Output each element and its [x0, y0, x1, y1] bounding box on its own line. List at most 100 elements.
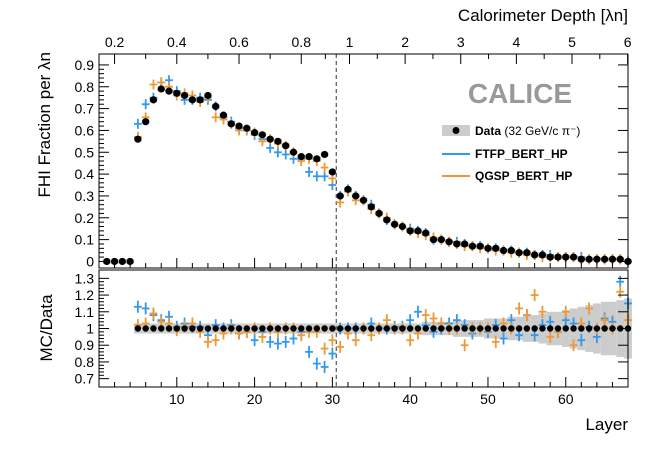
data-point [414, 227, 422, 235]
data-point [289, 148, 298, 156]
data-point [173, 89, 181, 97]
ratio-panel: 0.70.80.911.11.21.3 10 20 30 40 50 60 MC/Data… [37, 258, 632, 434]
ratio-data-point [539, 325, 546, 332]
data-point [204, 91, 212, 100]
top-tick-label: 6 [624, 34, 632, 50]
data-point [562, 253, 570, 261]
ratio-data-point [593, 325, 601, 332]
data-point [250, 129, 259, 137]
ratio-data-point [422, 325, 429, 332]
ratio-data-point [321, 325, 328, 332]
ratio-data-point [313, 325, 321, 332]
ratio-data-point [430, 325, 437, 332]
data-point [336, 192, 344, 200]
ratio-y-tick-label: 1 [86, 321, 94, 337]
data-point [165, 87, 173, 95]
ratio-data-point [298, 325, 305, 332]
data-point [266, 135, 274, 143]
ratio-data-point [173, 325, 180, 332]
ratio-data-point [266, 325, 274, 332]
data-point [118, 257, 126, 266]
data-point [352, 192, 360, 200]
main-y-tick-label: 0.1 [75, 232, 95, 248]
ratio-y-tick-label: 0.8 [75, 354, 95, 370]
ratio-data-point [228, 325, 235, 332]
ratio-data-point [134, 325, 142, 332]
data-point [282, 142, 290, 150]
top-tick-label: 1 [346, 34, 354, 50]
data-point [523, 249, 531, 257]
ratio-data-point [150, 325, 157, 332]
ratio-data-point [484, 325, 492, 332]
ratio-data-point [562, 325, 569, 332]
top-axis-label: Calorimeter Depth [λn] [458, 6, 628, 25]
legend-data-marker [452, 127, 460, 134]
data-point [328, 168, 336, 176]
data-point [367, 203, 375, 211]
ratio-data-point [235, 325, 243, 332]
ratio-y-tick-label: 0.7 [75, 371, 95, 387]
main-y-tick-label: 0.8 [75, 79, 95, 95]
ratio-data-point [360, 325, 367, 332]
x-axis-label: Layer [585, 415, 628, 434]
data-point [608, 255, 617, 263]
ratio-data-point [336, 325, 344, 332]
data-point [149, 96, 158, 104]
data-point [429, 236, 438, 244]
data-point [554, 253, 562, 261]
ratio-data-point [181, 325, 188, 332]
legend-qgsp-label: QGSP_BERT_HP [475, 169, 572, 183]
legend: Data (32 GeV/c π⁻) FTFP_BERT_HP QGSP_BER… [442, 124, 580, 183]
ratio-data-point [531, 325, 538, 332]
data-point [546, 253, 554, 261]
data-point [531, 251, 539, 259]
ratio-data-point [515, 325, 523, 332]
main-y-axis: 0 0.1 0.2 0.3 0.4 0.5 0.6 0.7 0.8 0.9 [75, 57, 628, 269]
ratio-data-point [438, 325, 445, 332]
data-point [577, 255, 585, 263]
ratio-y-tick-label: 1.2 [75, 287, 95, 303]
ratio-data-point [305, 325, 313, 332]
ratio-data-point [383, 325, 391, 332]
main-y-tick-label: 0.6 [75, 122, 95, 138]
legend-data-label-rest: (32 GeV/c π⁻) [501, 124, 580, 138]
data-point [126, 257, 134, 266]
ratio-data-point [352, 325, 359, 332]
ratio-data-point [500, 325, 507, 332]
data-point [180, 91, 189, 100]
ratio-data-point [399, 325, 406, 332]
ratio-data-point [282, 325, 289, 332]
ratio-data-point [259, 325, 266, 332]
data-point [499, 246, 508, 255]
data-point [601, 255, 609, 263]
ratio-data-point [406, 325, 414, 332]
data-point [258, 131, 266, 139]
top-tick-label: 0.4 [167, 34, 187, 50]
ratio-data-point [391, 325, 398, 332]
ratio-y-axis-label: MC/Data [37, 294, 56, 362]
data-point [484, 244, 492, 252]
data-point [188, 96, 196, 104]
x-tick-label: 50 [480, 391, 496, 407]
data-point [461, 240, 469, 248]
ratio-data-point [368, 325, 375, 332]
data-point [305, 153, 313, 161]
ratio-data-point [445, 325, 453, 332]
ratio-data-point [344, 325, 352, 332]
top-tick-label: 0.6 [229, 34, 249, 50]
ratio-data-point [601, 325, 608, 332]
legend-data-label-bold: Data [475, 124, 501, 138]
ratio-data-point [476, 325, 484, 332]
ratio-data-point [414, 325, 422, 332]
data-point [359, 196, 368, 204]
ratio-data-point [290, 325, 297, 332]
ratio-data-point [461, 325, 468, 332]
ratio-data-point [578, 325, 585, 332]
ratio-data-point [554, 325, 562, 332]
top-tick-label: 3 [457, 34, 465, 50]
main-y-axis-label: FHI Fraction per λn [35, 52, 54, 198]
data-point [212, 102, 220, 111]
data-point [227, 120, 235, 128]
ratio-data-point [204, 325, 212, 332]
